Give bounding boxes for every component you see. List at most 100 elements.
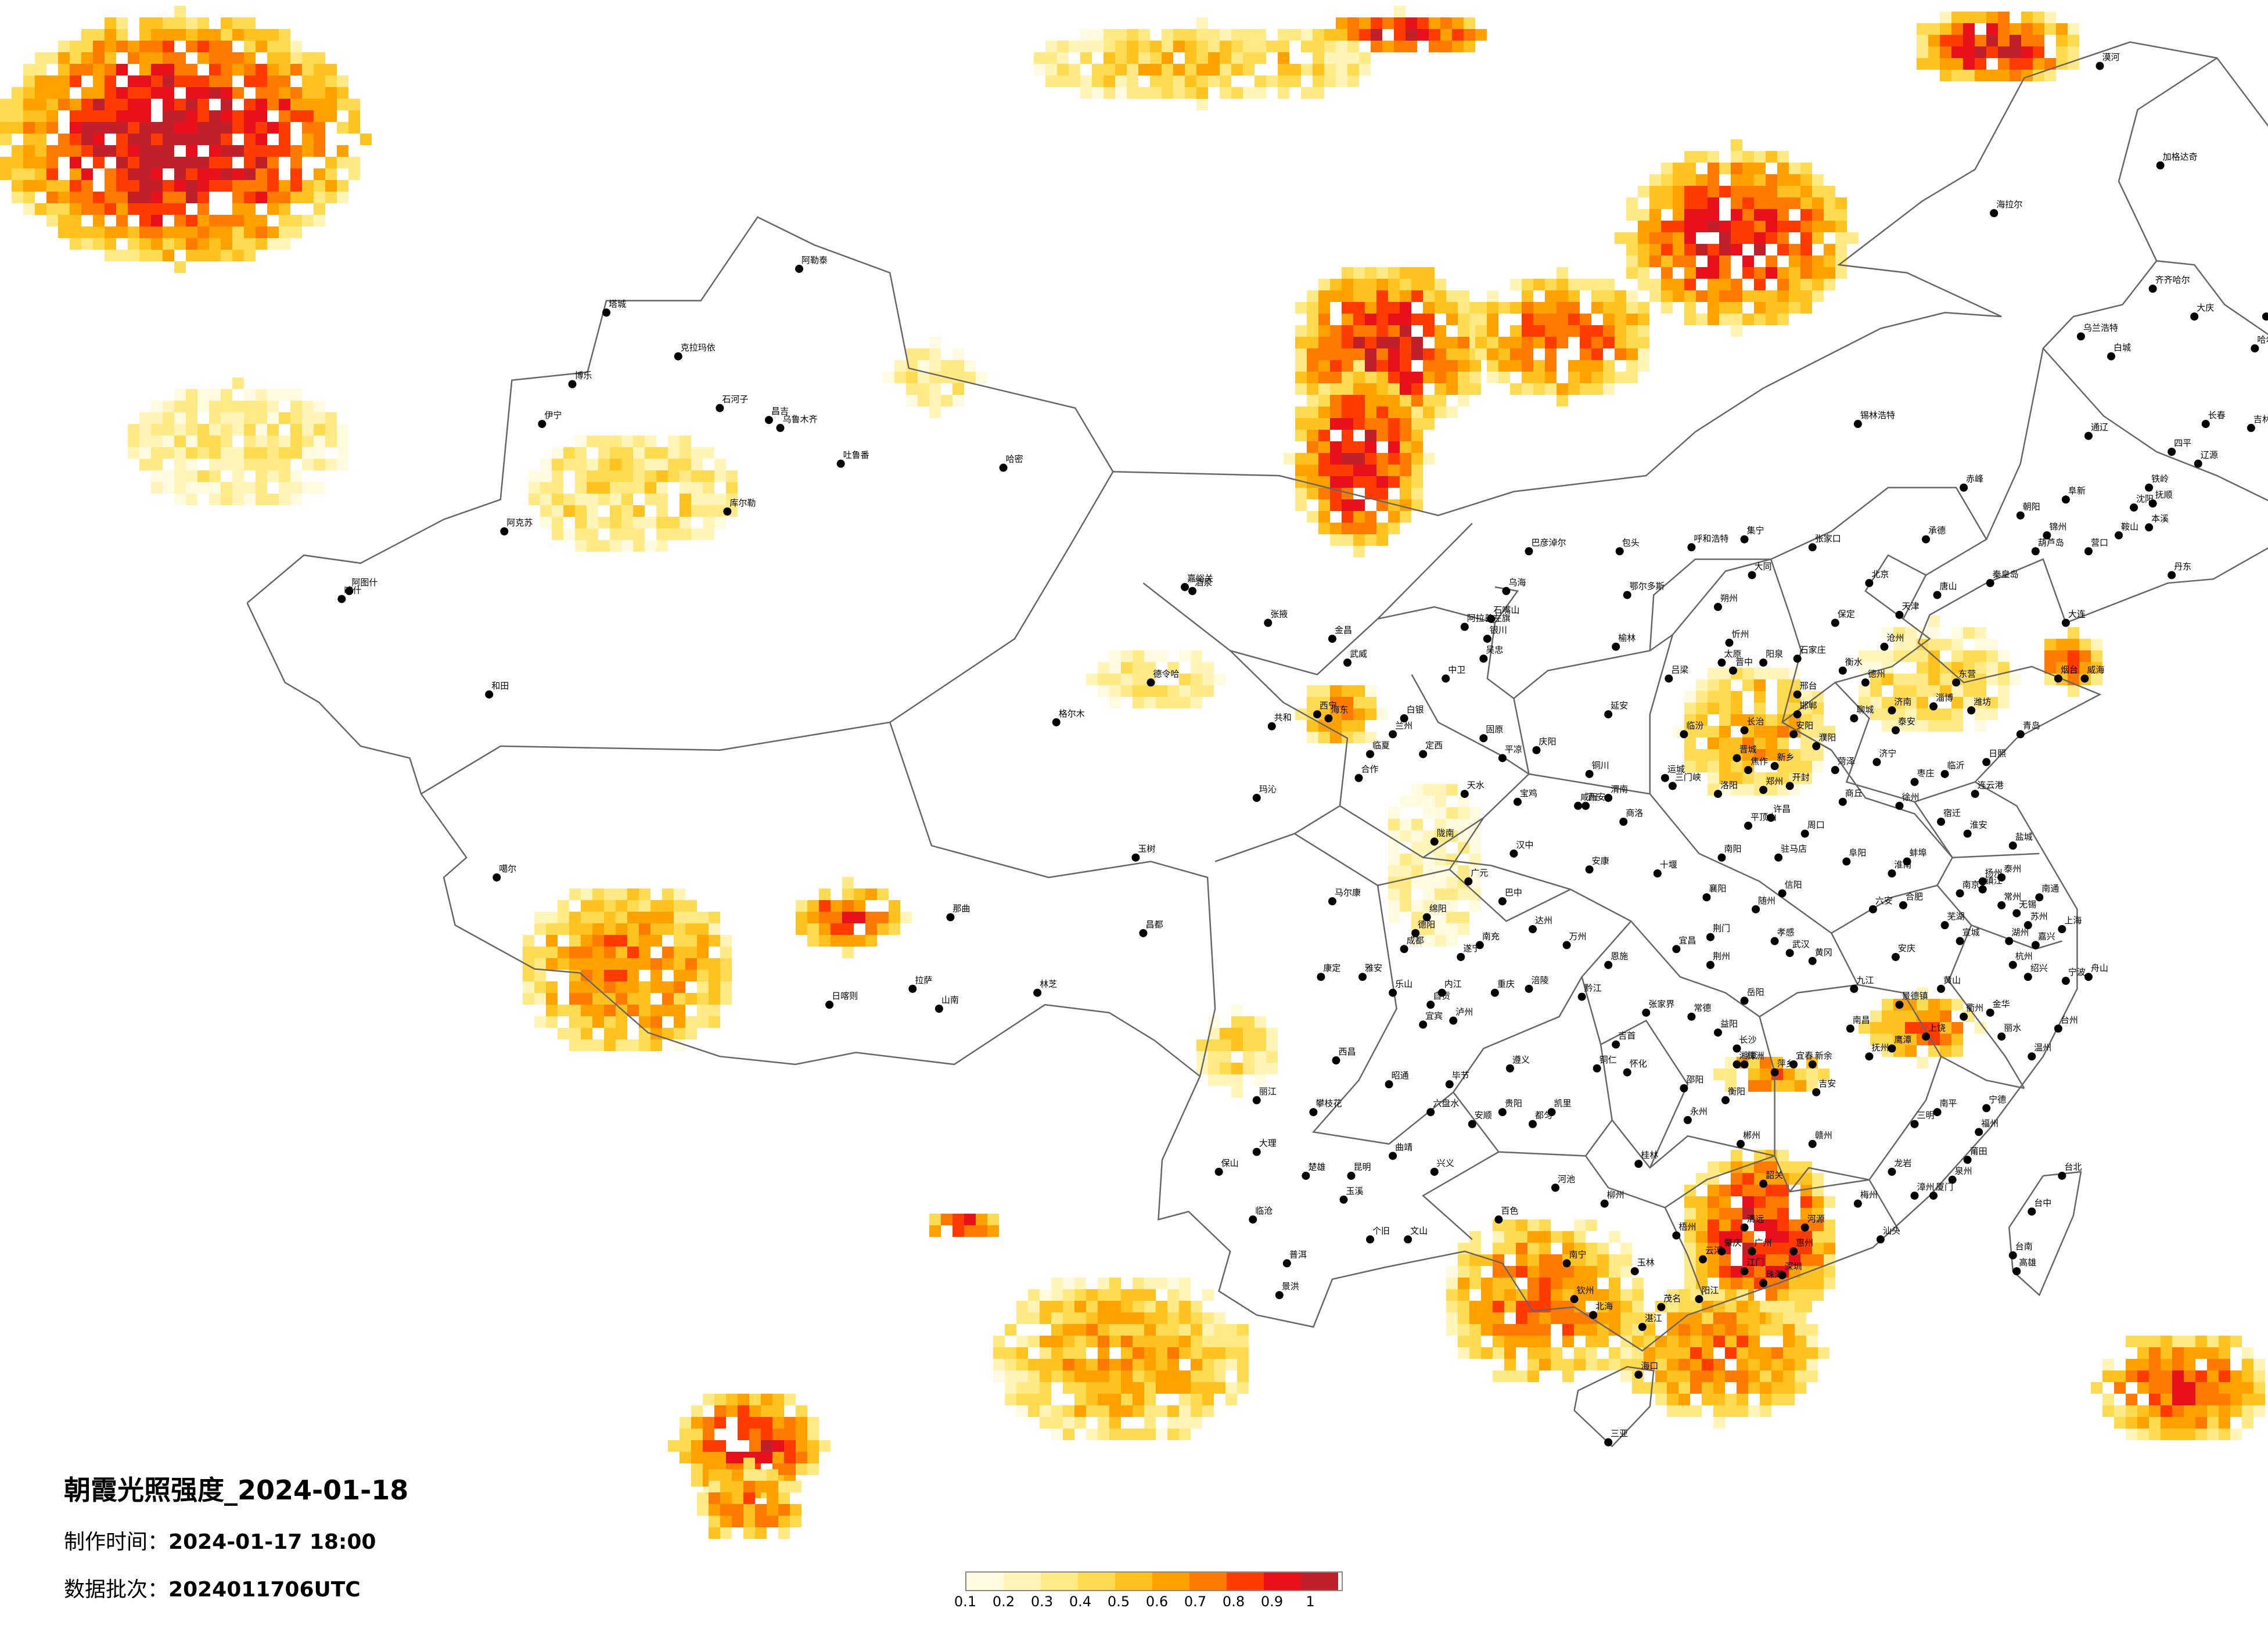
glow-cell: [1719, 314, 1731, 325]
glow-cell: [790, 1516, 801, 1527]
glow-cell: [151, 215, 163, 226]
glow-cell: [1411, 900, 1423, 912]
glow-cell: [139, 157, 151, 168]
city-dot: [1487, 614, 1496, 623]
glow-cell: [1481, 1312, 1493, 1324]
city-marker: 厦门: [1929, 1182, 1953, 1200]
city-label: 新乡: [1777, 752, 1795, 762]
glow-cell: [772, 1405, 784, 1417]
glow-cell: [2091, 639, 2102, 650]
glow-cell: [2068, 639, 2079, 650]
glow-cell: [1400, 499, 1411, 511]
glow-cell: [1109, 650, 1121, 662]
glow-cell: [1051, 1278, 1063, 1289]
glow-cell: [1504, 1336, 1516, 1347]
glow-cell: [1243, 1028, 1255, 1039]
city-dot: [1328, 897, 1336, 906]
legend-swatch: [1301, 1573, 1338, 1590]
glow-cell: [46, 122, 58, 134]
province-border: [1411, 674, 1530, 775]
glow-cell: [1179, 1405, 1191, 1417]
glow-cell: [639, 947, 650, 958]
glow-cell: [1173, 64, 1185, 75]
glow-cell: [2195, 1370, 2207, 1382]
city-dot: [2247, 423, 2255, 432]
glow-cell: [1005, 1324, 1016, 1336]
glow-cell: [1400, 337, 1411, 348]
glow-cell: [714, 1440, 726, 1452]
city-marker: 涪陵: [1525, 975, 1548, 993]
glow-cell: [1307, 302, 1318, 314]
glow-cell: [1551, 1347, 1562, 1359]
glow-cell: [1731, 186, 1742, 197]
glow-cell: [650, 1039, 662, 1051]
city-label: 梅州: [1860, 1190, 1878, 1200]
glow-cell: [1109, 1370, 1121, 1382]
city-label: 长治: [1747, 717, 1764, 727]
glow-cell: [1336, 64, 1347, 75]
glow-cell: [1475, 337, 1487, 348]
glow-cell: [221, 110, 232, 122]
glow-cell: [1127, 41, 1138, 52]
province-border: [1868, 1179, 1900, 1232]
glow-cell: [1684, 279, 1696, 290]
glow-cell: [1435, 406, 1446, 418]
glow-cell: [1667, 1289, 1678, 1301]
glow-cell: [650, 935, 662, 947]
city-label: 拉萨: [915, 975, 932, 985]
glow-cell: [1388, 465, 1400, 476]
city-dot: [1717, 1247, 1726, 1256]
city-marker: 个旧: [1366, 1225, 1390, 1244]
glow-cell: [221, 238, 232, 250]
glow-cell: [290, 145, 302, 157]
city-dot: [2148, 499, 2157, 508]
glow-cell: [1591, 325, 1603, 337]
glow-cell: [2137, 1336, 2149, 1347]
glow-cell: [1388, 360, 1400, 372]
glow-cell: [1469, 1324, 1481, 1336]
city-dot: [1960, 483, 1968, 492]
city-label: 六盘水: [1433, 1098, 1459, 1109]
glow-cell: [1800, 256, 1812, 267]
glow-cell: [1016, 1347, 1028, 1359]
glow-cell: [1586, 1347, 1597, 1359]
glow-cell: [1150, 87, 1162, 99]
city-dot: [1282, 1259, 1291, 1268]
glow-cell: [290, 447, 302, 459]
glow-cell: [563, 505, 575, 517]
glow-cell: [1191, 1417, 1202, 1429]
glow-cell: [2044, 662, 2056, 674]
city-marker: 吉首: [1612, 1031, 1636, 1049]
glow-cell: [796, 1463, 807, 1475]
city-dot: [1562, 941, 1571, 949]
glow-cell: [714, 1452, 726, 1463]
glow-cell: [116, 168, 128, 180]
glow-cell: [1301, 87, 1313, 99]
glow-cell: [1388, 290, 1400, 302]
glow-cell: [1719, 163, 1731, 174]
city-marker: 百色: [1494, 1206, 1518, 1224]
glow-cell: [1917, 662, 1928, 674]
glow-cell: [1574, 1254, 1586, 1266]
glow-cell: [1185, 64, 1196, 75]
glow-cell: [1365, 279, 1376, 290]
city-marker: 钦州: [1570, 1285, 1594, 1304]
glow-cell: [1388, 888, 1400, 900]
glow-cell: [1963, 46, 1975, 58]
city-label: 康定: [1323, 963, 1340, 973]
glow-cell: [1196, 41, 1208, 52]
glow-cell: [23, 180, 35, 192]
city-dot: [1997, 873, 2006, 882]
glow-cell: [627, 912, 639, 923]
glow-cell: [1388, 511, 1400, 523]
glow-cell: [906, 372, 918, 383]
glow-cell: [726, 482, 738, 494]
city-marker: 河池: [1551, 1174, 1575, 1192]
glow-cell: [1411, 418, 1423, 430]
city-label: 聊城: [1856, 704, 1874, 715]
glow-cell: [674, 958, 685, 970]
city-marker: 楚雄: [1302, 1162, 1325, 1180]
glow-cell: [244, 215, 256, 226]
glow-cell: [139, 64, 151, 75]
glow-cell: [1951, 1045, 1963, 1057]
